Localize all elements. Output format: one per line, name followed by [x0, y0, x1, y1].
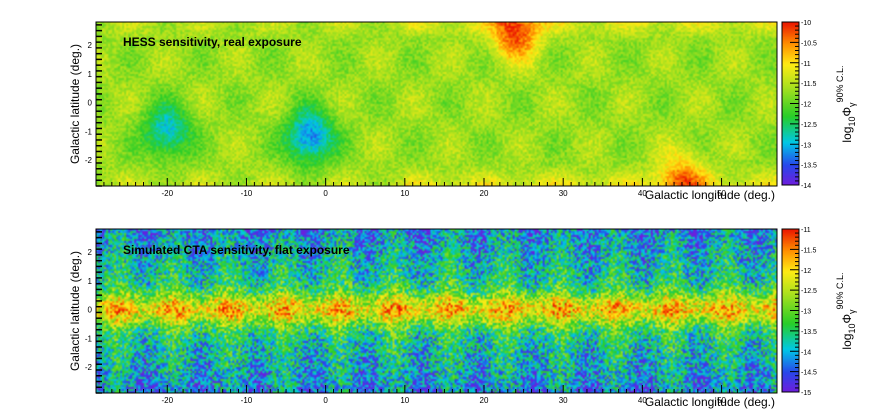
- colorbar-tick-label: -13: [801, 309, 811, 316]
- cta-sensitivity-panel: -20 -10 0 10 20 30 40 50 210-1-2 Simulated CTA …: [68, 227, 857, 409]
- hess-sensitivity-panel: -20 -10 0 10 20 30 40 50 210-1-2 HESS sensitivi…: [68, 20, 857, 202]
- x-tick-label: -10: [241, 189, 253, 198]
- colorbar-tick-label: -11: [801, 227, 811, 234]
- colorbar-tick-label: -13.5: [801, 329, 817, 336]
- x-axis-ticks: -20 -10 0 10 20 30 40 50: [95, 178, 778, 198]
- x-tick-label: 20: [480, 189, 489, 198]
- y-tick-label: 1: [88, 277, 93, 286]
- colorbar-tick-label: -13.5: [801, 163, 817, 170]
- cta-sensitivity-heatmap: [96, 229, 777, 393]
- y-tick-label: 2: [88, 41, 93, 50]
- colorbar-tick-label: -13: [801, 142, 811, 149]
- x-axis-label: Galactic longitude (deg.): [645, 188, 775, 202]
- x-tick-label: 30: [559, 396, 568, 405]
- x-tick-label: 40: [638, 189, 647, 198]
- y-tick-label: -1: [85, 127, 93, 136]
- colorbar-ticks: -11 -11.5 -12 -12.5 -13 -13.5 -14 -14.5 -15: [790, 227, 817, 397]
- x-tick-label: -20: [161, 396, 173, 405]
- x-tick-label: -20: [161, 189, 173, 198]
- x-tick-label: 50: [717, 189, 726, 198]
- y-tick-label: -2: [85, 363, 93, 372]
- y-tick-label: 0: [88, 99, 93, 108]
- y-tick-label: 0: [88, 306, 93, 315]
- colorbar-tick-label: -11.5: [801, 81, 817, 88]
- colorbar-tick-label: -11.5: [801, 247, 817, 254]
- colorbar-tick-label: -12.5: [801, 288, 817, 295]
- colorbar-tick-label: -14: [801, 183, 811, 190]
- x-tick-label: 0: [323, 396, 328, 405]
- hess-sensitivity-heatmap: [96, 22, 777, 186]
- x-axis-ticks: -20 -10 0 10 20 30 40 50: [95, 385, 778, 405]
- y-tick-label: -2: [85, 156, 93, 165]
- colorbar-label: log10Φγ90% C.L.: [835, 65, 857, 142]
- y-tick-label: 1: [88, 70, 93, 79]
- x-tick-label: -10: [241, 396, 253, 405]
- panel-title: Simulated CTA sensitivity, flat exposure: [123, 243, 350, 257]
- colorbar-tick-label: -12: [801, 268, 811, 275]
- colorbar-tick-label: -15: [801, 390, 811, 397]
- x-tick-label: 0: [323, 189, 328, 198]
- x-tick-label: 40: [638, 396, 647, 405]
- panel-title: HESS sensitivity, real exposure: [123, 35, 302, 49]
- y-tick-label: -1: [85, 334, 93, 343]
- y-axis-label: Galactic latitude (deg.): [68, 251, 82, 371]
- colorbar-tick-label: -14: [801, 349, 811, 356]
- x-tick-label: 50: [717, 396, 726, 405]
- colorbar-tick-label: -12: [801, 102, 811, 109]
- y-axis-ticks: 2 1 0 -1 -2: [85, 24, 102, 187]
- colorbar-tick-label: -12.5: [801, 122, 817, 129]
- colorbar-tick-label: -10: [801, 20, 811, 27]
- colorbar-ticks: -10 -10.5 -11 -11.5 -12 -12.5 -13 -13.5 -14: [790, 20, 817, 190]
- x-tick-label: 10: [400, 189, 409, 198]
- colorbar-label: log10Φγ90% C.L.: [835, 272, 857, 349]
- colorbar-tick-label: -11: [801, 61, 811, 68]
- y-axis-ticks: 2 1 0 -1 -2: [85, 231, 102, 394]
- x-tick-label: 10: [400, 396, 409, 405]
- colorbar-tick-label: -14.5: [801, 370, 817, 377]
- x-tick-label: 30: [559, 189, 568, 198]
- x-tick-label: 20: [480, 396, 489, 405]
- x-axis-label: Galactic longitude (deg.): [645, 395, 775, 409]
- colorbar-tick-label: -10.5: [801, 40, 817, 47]
- y-tick-label: 2: [88, 248, 93, 257]
- y-axis-label: Galactic latitude (deg.): [68, 44, 82, 164]
